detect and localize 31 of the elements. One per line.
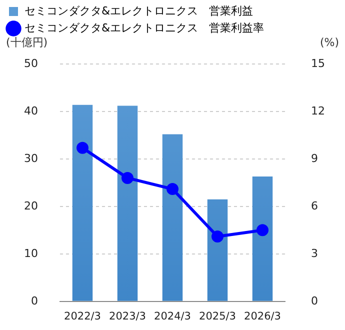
point — [256, 224, 269, 236]
y2-axis-title: (%) — [320, 36, 339, 49]
y-tick-label: 0 — [30, 294, 38, 308]
x-tick-label: 2023/3 — [109, 310, 146, 322]
y2-tick-label: 6 — [311, 199, 318, 212]
y2-tick-label: 12 — [311, 104, 326, 118]
bar — [72, 104, 93, 301]
y2-tick-label: 3 — [311, 246, 318, 260]
x-tick-label: 2022/3 — [64, 310, 101, 322]
legend-label: セミコンダクタ&エレクトロニクス 営業利益率 — [24, 21, 264, 34]
y-tick-label: 10 — [24, 246, 38, 260]
bar — [252, 176, 273, 301]
bar — [162, 134, 183, 301]
y-tick-label: 30 — [24, 152, 38, 165]
x-tick-label: 2026/3 — [244, 310, 281, 322]
bar — [207, 199, 228, 301]
y2-tick-label: 0 — [311, 294, 318, 308]
point — [166, 183, 178, 196]
y2-tick-label: 9 — [311, 152, 318, 165]
legend-label: セミコンダクタ&エレクトロニクス 営業利益 — [24, 4, 254, 18]
y2-tick-label: 15 — [311, 56, 326, 70]
point — [76, 142, 88, 154]
bar — [117, 106, 138, 301]
point — [212, 230, 224, 243]
x-tick-label: 2024/3 — [154, 310, 191, 322]
y-tick-label: 20 — [24, 199, 38, 212]
y-axis-title: (十億円) — [6, 36, 48, 49]
y-tick-label: 50 — [24, 56, 38, 70]
y-tick-label: 40 — [24, 104, 38, 118]
x-tick-label: 2025/3 — [199, 310, 236, 322]
point — [122, 172, 134, 184]
